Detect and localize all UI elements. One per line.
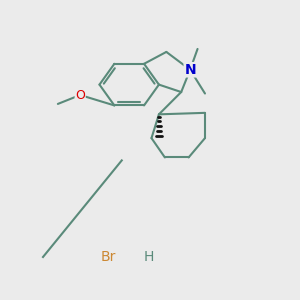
Text: H: H xyxy=(143,250,154,264)
Text: N: N xyxy=(184,63,196,77)
Text: Br: Br xyxy=(101,250,116,264)
Text: O: O xyxy=(75,88,85,101)
